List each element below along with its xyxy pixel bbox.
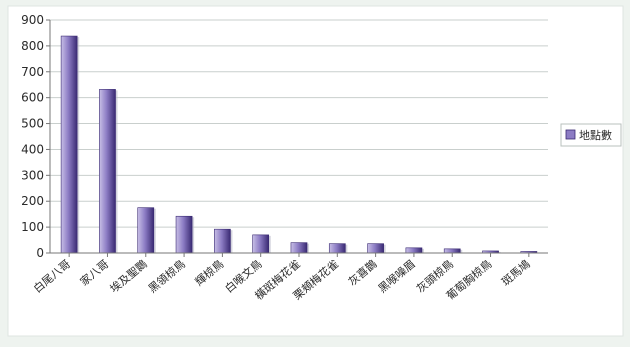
y-tick-label: 900 [21,13,44,27]
bars [60,35,539,254]
legend-swatch [565,129,576,140]
bar [137,207,155,254]
legend-label: 地點數 [579,129,612,142]
bar [214,228,231,254]
bar [60,35,78,254]
y-tick-label: 800 [21,39,44,53]
y-tick-label: 600 [21,91,44,105]
y-tick-label: 500 [21,117,44,131]
legend: 地點數 [560,123,622,147]
bar [99,89,116,254]
bar [367,243,384,254]
bar [328,243,346,254]
y-tick-label: 400 [21,142,44,156]
y-tick-label: 100 [21,220,44,234]
y-tick-label: 0 [36,246,44,260]
y-tick-label: 700 [21,65,44,79]
bar [252,234,270,254]
y-tick-label: 300 [21,168,44,182]
bar [405,247,423,254]
bar [443,248,461,254]
legend-box [560,123,622,147]
bar [175,215,193,254]
y-tick-label: 200 [21,194,44,208]
y-axis: 0 100 200 300 400 500 600 700 800 900 [21,13,51,260]
bar [290,242,308,254]
